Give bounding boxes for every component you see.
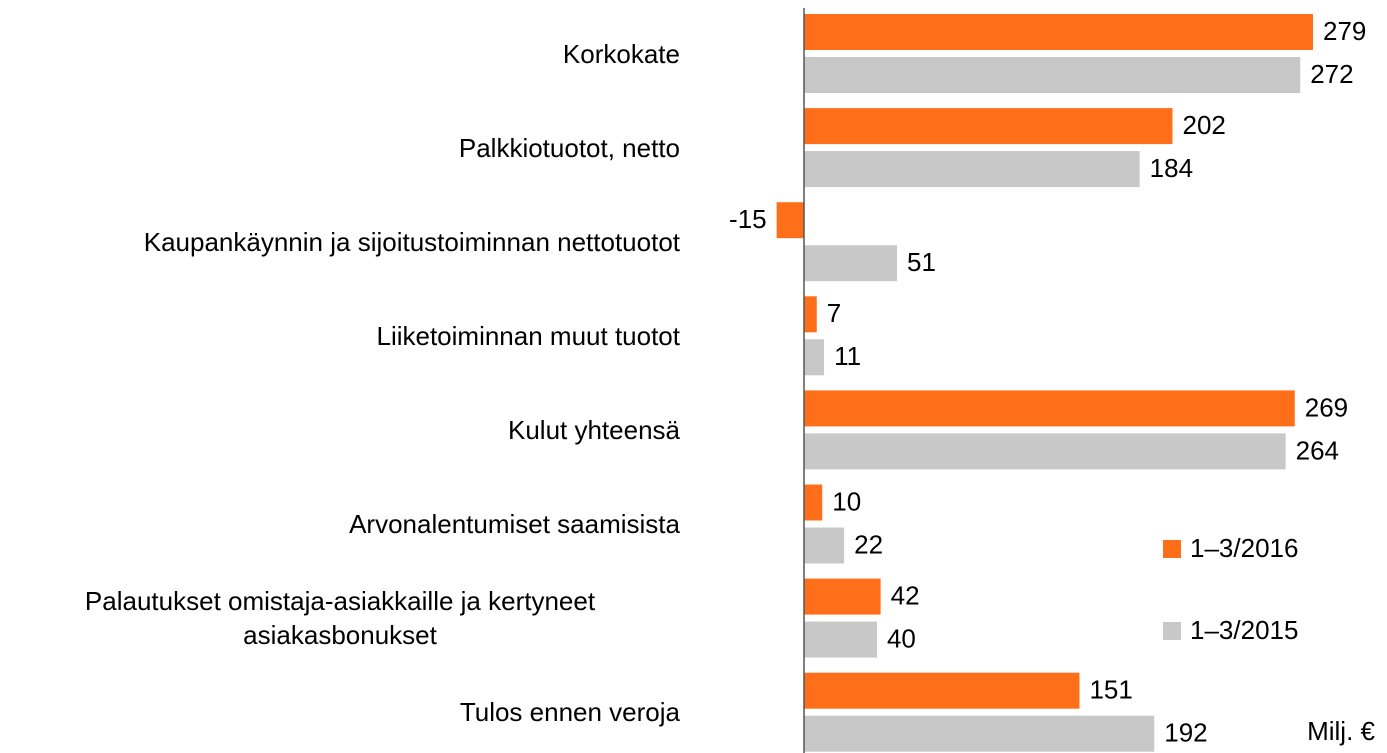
bar — [804, 151, 1140, 188]
legend-swatch — [1163, 540, 1181, 558]
value-label: 51 — [907, 247, 936, 277]
value-label: -15 — [729, 204, 767, 234]
category-label: Tulos ennen veroja — [459, 697, 680, 728]
value-label: 264 — [1296, 435, 1339, 465]
category-label: Liiketoiminnan muut tuotot — [376, 320, 680, 351]
bar — [804, 245, 898, 282]
category-label: Korkokate — [562, 38, 680, 69]
value-label: 192 — [1164, 718, 1207, 748]
bar — [776, 202, 804, 239]
value-label: 10 — [832, 486, 861, 516]
bar — [804, 339, 825, 376]
value-label: 7 — [827, 298, 841, 328]
value-label: 184 — [1150, 153, 1193, 183]
value-label: 269 — [1305, 392, 1348, 422]
value-label: 40 — [887, 623, 916, 653]
bar — [804, 14, 1313, 50]
value-label: 202 — [1183, 110, 1226, 140]
bar — [804, 672, 1080, 709]
bar — [804, 621, 877, 658]
unit-label: Milj. € — [1307, 716, 1375, 746]
value-label: 279 — [1323, 16, 1366, 46]
legend-label: 1–3/2016 — [1190, 533, 1298, 563]
value-label: 11 — [834, 341, 861, 371]
category-label: Arvonalentumiset saamisista — [349, 509, 680, 539]
value-label: 272 — [1310, 59, 1353, 89]
legend-swatch — [1163, 622, 1181, 640]
bar — [804, 715, 1155, 752]
bar — [804, 57, 1301, 93]
value-label: 42 — [891, 580, 920, 610]
legend-label: 1–3/2015 — [1190, 615, 1298, 645]
bar — [804, 108, 1173, 145]
category-label: Palkkiotuotot, netto — [458, 132, 680, 163]
category-label: Kulut yhteensä — [507, 414, 680, 445]
bar — [804, 433, 1286, 470]
bar — [804, 390, 1295, 427]
bar — [804, 578, 881, 615]
bar — [804, 484, 823, 521]
category-label: Palautukset omistaja-asiakkaille ja kert… — [84, 586, 596, 651]
bar — [804, 527, 845, 564]
value-label: 151 — [1089, 675, 1132, 705]
category-label: Kaupankäynnin ja sijoitustoiminnan netto… — [143, 226, 680, 257]
value-label: 22 — [854, 529, 883, 559]
bar — [804, 296, 817, 333]
